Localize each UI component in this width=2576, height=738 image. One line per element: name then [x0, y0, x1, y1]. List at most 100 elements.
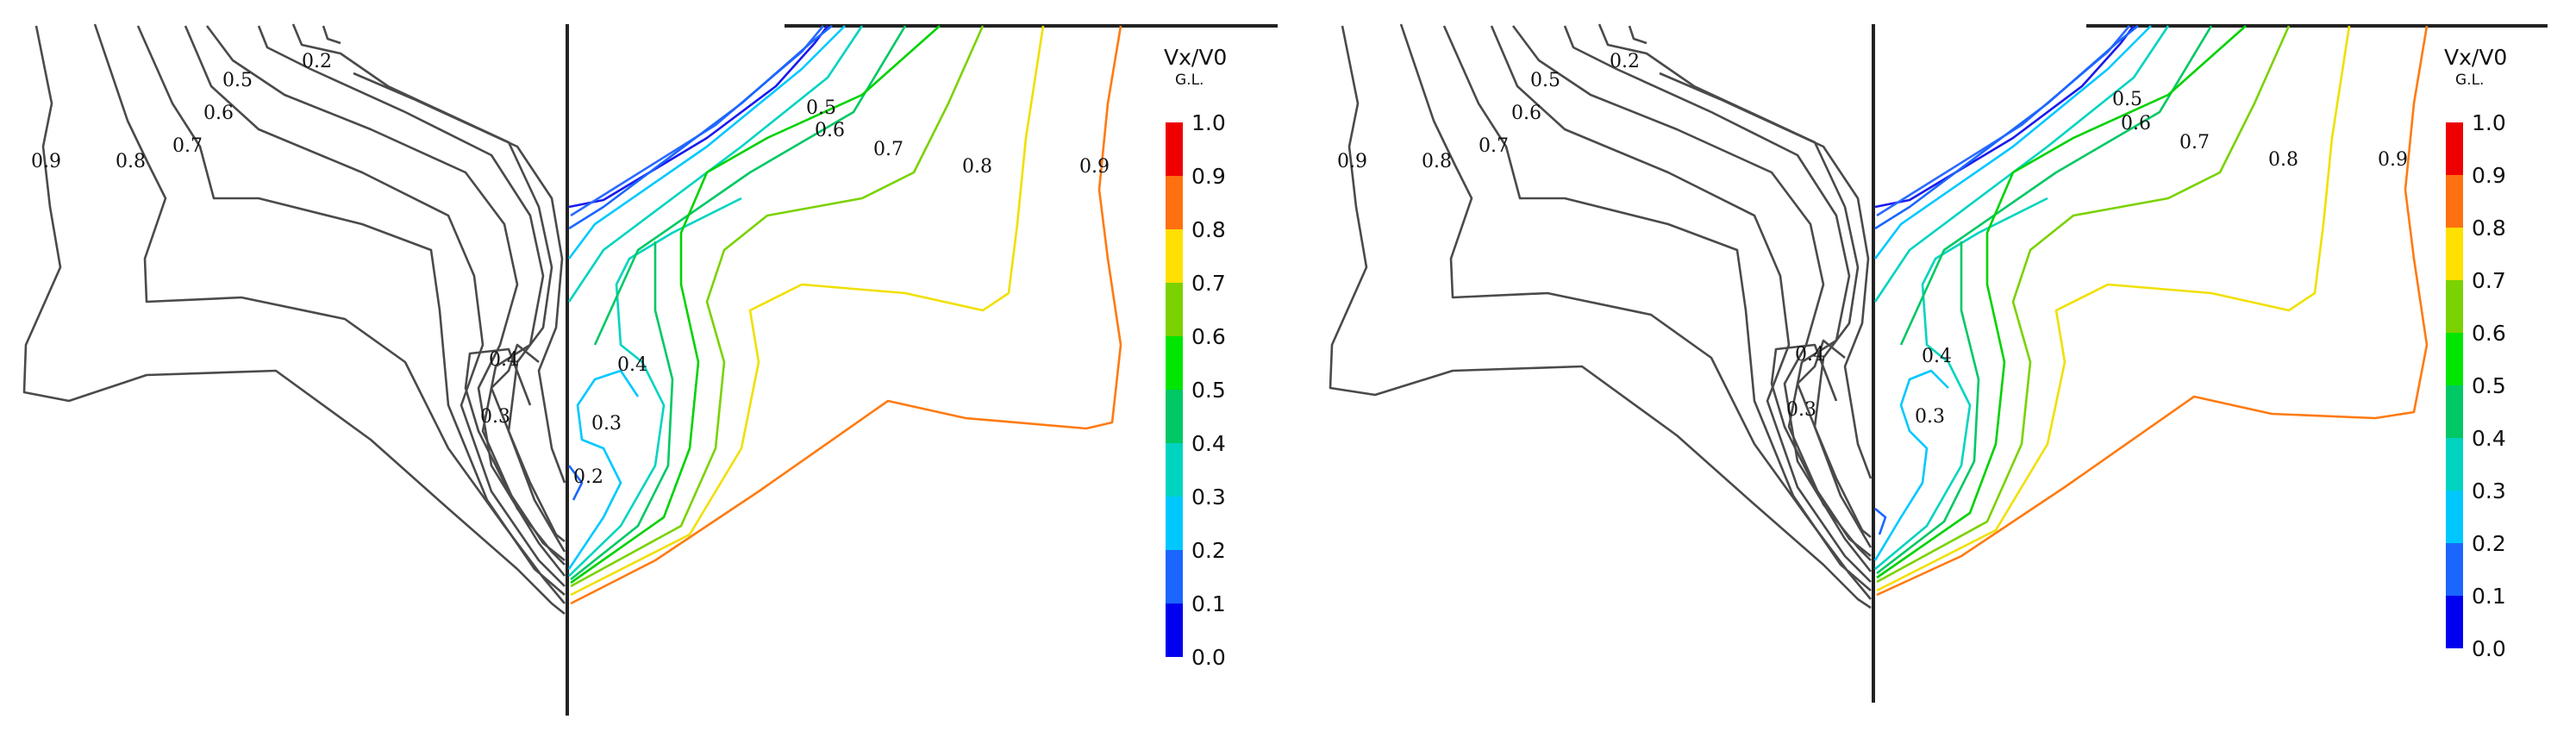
color-contour-0.7 — [1876, 25, 2291, 584]
colorbar-subtitle: G.L. — [1175, 72, 1204, 89]
colorbar-subtitle: G.L. — [2455, 72, 2484, 89]
colorbar-band-0.9-1.0 — [2446, 122, 2463, 175]
colorbar-band-0.7-0.8 — [1166, 229, 1183, 283]
gray-contour-0.9 — [22, 25, 566, 616]
colorbar-title: Vx/V0 — [2444, 45, 2507, 70]
colorbar-band-0.5-0.6 — [1166, 336, 1183, 390]
colorbar-band-0.5-0.6 — [2446, 333, 2463, 385]
color-contour-0.2 — [1874, 24, 2139, 535]
colorbar-band-0.1-0.2 — [2446, 543, 2463, 596]
color-contour-0.6 — [1876, 25, 2247, 579]
colorbar-tick-0.1: 0.1 — [1191, 591, 1226, 616]
colorbar-band-0.6-0.7 — [1166, 283, 1183, 336]
gray-contour-0.3a — [291, 23, 566, 553]
color-contour-group — [1873, 24, 2429, 597]
gray-label-0.5: 0.5 — [1530, 70, 1560, 91]
gray-contour-0.4a — [1563, 25, 1872, 561]
color-label-0.4: 0.4 — [1922, 346, 1952, 367]
colorbar: Vx/V0 G.L. 1.0 0.9 0.8 0.7 0.6 0.5 — [2444, 45, 2507, 661]
colorbar-tick-0.2: 0.2 — [2472, 531, 2506, 556]
gray-label-0.8: 0.8 — [1422, 151, 1452, 172]
color-contour-labels: 0.5 0.6 0.7 0.8 0.9 0.4 0.3 0.2 — [573, 97, 1110, 488]
colorbar-tick-1.0: 1.0 — [1191, 110, 1226, 135]
color-contour-labels: 0.5 0.6 0.7 0.8 0.9 0.4 0.3 — [1915, 89, 2408, 428]
colorbar-band-0.3-0.4 — [1166, 443, 1183, 497]
gray-label-0.9: 0.9 — [31, 151, 61, 172]
colorbar-band-0.1-0.2 — [1166, 550, 1183, 604]
colorbar-band-0.3-0.4 — [2446, 438, 2463, 491]
color-contour-0.1 — [570, 25, 824, 217]
colorbar-tick-0.6: 0.6 — [1191, 324, 1226, 349]
colorbar-title: Vx/V0 — [1164, 45, 1227, 70]
color-contour-0.05 — [1874, 25, 2135, 209]
color-contour-0.3 — [1873, 25, 2152, 561]
color-contour-0.9 — [570, 25, 1122, 605]
colorbar-tick-0.0: 0.0 — [1191, 645, 1226, 670]
color-label-0.4: 0.4 — [617, 354, 647, 376]
colorbar-tick-0.3: 0.3 — [2472, 478, 2506, 503]
color-contour-0.7 — [570, 25, 985, 588]
gray-label-0.4: 0.4 — [489, 349, 519, 371]
colorbar-tick-0.8: 0.8 — [2472, 216, 2506, 241]
colorbar-tick-0.4: 0.4 — [2472, 426, 2506, 451]
gray-contour-0.7 — [136, 25, 566, 596]
gray-label-0.3: 0.3 — [1786, 399, 1816, 421]
colorbar-ticks: 1.0 0.9 0.8 0.7 0.6 0.5 0.4 0.3 0.2 0.1 … — [1191, 110, 1226, 670]
color-label-0.3: 0.3 — [591, 413, 622, 435]
color-label-0.3: 0.3 — [1915, 406, 1945, 428]
gray-contour-0.2 — [1628, 25, 1648, 45]
color-label-0.8: 0.8 — [962, 156, 992, 178]
gray-contour-0.5 — [205, 25, 566, 577]
colorbar-tick-0.2: 0.2 — [1191, 538, 1226, 563]
colorbar-swatches — [2446, 122, 2463, 648]
colorbar-band-0.0-0.1 — [2446, 596, 2463, 648]
color-label-0.9: 0.9 — [1079, 156, 1110, 178]
colorbar-tick-0.3: 0.3 — [1191, 485, 1226, 510]
color-label-0.9: 0.9 — [2378, 149, 2408, 171]
colorbar-tick-0.8: 0.8 — [1191, 217, 1226, 242]
color-contour-0.3 — [567, 25, 846, 570]
gray-contour-0.8 — [93, 23, 566, 604]
panel-left: 0.2 0.5 0.6 0.7 0.8 0.9 0.4 0.3 0.5 0.6 … — [22, 23, 1278, 716]
gray-contour-0.6 — [1490, 25, 1872, 583]
color-label-0.2: 0.2 — [573, 466, 603, 488]
color-contour-0.1 — [1876, 25, 2130, 217]
color-label-0.8: 0.8 — [2268, 149, 2298, 171]
colorbar-tick-1.0: 1.0 — [2472, 110, 2506, 135]
gray-contour-group — [22, 23, 566, 616]
color-label-0.7: 0.7 — [2179, 132, 2210, 153]
gray-contour-0.6 — [184, 25, 566, 587]
gray-contour-0.2 — [322, 25, 341, 45]
color-label-0.6: 0.6 — [815, 120, 845, 141]
colorbar-tick-0.9: 0.9 — [1191, 164, 1226, 189]
colorbar-swatches — [1166, 122, 1183, 657]
gray-contour-labels: 0.2 0.5 0.6 0.7 0.8 0.9 0.4 0.3 — [31, 51, 519, 428]
colorbar-tick-0.0: 0.0 — [2472, 636, 2506, 661]
gray-contour-0.4-pocket — [1770, 343, 1872, 558]
gray-contour-0.2b — [1659, 72, 1873, 479]
color-contour-0.8 — [1876, 25, 2351, 592]
colorbar: Vx/V0 G.L. 1.0 0.9 0.8 0.7 0.6 0.5 — [1164, 45, 1227, 670]
gray-label-0.7: 0.7 — [1479, 135, 1509, 157]
gray-contour-group — [1329, 23, 1873, 610]
gray-label-0.2: 0.2 — [302, 51, 332, 72]
gray-label-0.2: 0.2 — [1610, 51, 1640, 72]
gray-label-0.5: 0.5 — [222, 70, 253, 91]
color-contour-0.5 — [1876, 25, 2213, 575]
gray-label-0.4: 0.4 — [1795, 344, 1825, 366]
gray-contour-labels: 0.2 0.5 0.6 0.7 0.8 0.9 0.4 0.3 — [1337, 51, 1825, 421]
color-contour-0.6 — [570, 25, 941, 585]
gray-label-0.6: 0.6 — [1511, 103, 1541, 124]
colorbar-band-0.4-0.5 — [1166, 390, 1183, 443]
gray-contour-0.5 — [1511, 25, 1873, 572]
color-contour-0.5 — [570, 25, 907, 581]
gray-contour-0.7 — [1442, 25, 1872, 591]
colorbar-band-0.2-0.3 — [2446, 491, 2463, 543]
color-contour-0.9 — [1876, 25, 2429, 597]
gray-label-0.3: 0.3 — [480, 406, 510, 428]
gray-contour-0.3a — [1597, 23, 1873, 548]
colorbar-tick-0.6: 0.6 — [2472, 321, 2506, 346]
color-contour-0.2 — [567, 24, 833, 501]
